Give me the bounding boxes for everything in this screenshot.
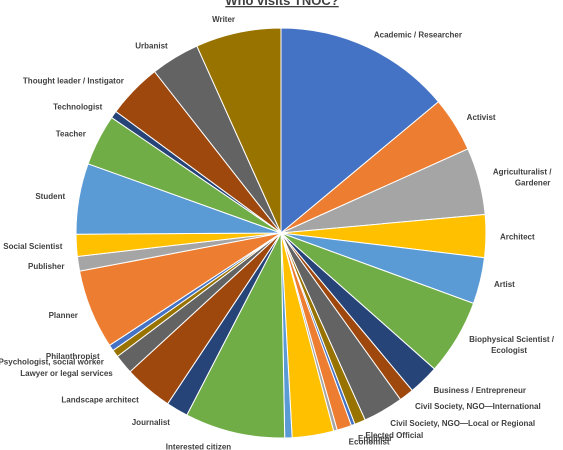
slice-label: Psychologist, social worker <box>0 358 104 367</box>
slice-label: Technologist <box>53 102 103 111</box>
slice-label: Urbanist <box>135 42 168 51</box>
slice-label: Agriculturalist / Gardener <box>493 167 552 187</box>
chart-title: Who visits TNOC? <box>225 0 338 8</box>
slice-label: Engineer <box>358 434 392 443</box>
slice-label: Landscape architect <box>61 396 139 405</box>
slice-label: Thought leader / Instigator <box>23 77 124 86</box>
pie-slice <box>196 27 282 234</box>
slice-label: Activist <box>467 113 496 122</box>
slice-label: Interested citizen <box>166 442 231 450</box>
pie-slice <box>280 27 440 235</box>
slice-label: Civil Society, NGO—International <box>415 402 541 411</box>
slice-label: Social Scientist <box>3 242 62 251</box>
slice-label: Lawyer or legal services <box>20 369 113 378</box>
slice-label: Teacher <box>56 130 86 139</box>
slice-label: Academic / Researcher <box>374 31 462 40</box>
slice-label: Civil Society, NGO—Local or Regional <box>390 419 535 428</box>
slice-label: Business / Entrepreneur <box>433 386 525 395</box>
slice-label: Journalist <box>132 418 171 427</box>
slice-label: Philanthropist <box>46 352 100 361</box>
slice-label: Biophysical Scientist / Ecologist <box>469 335 555 355</box>
pie-labels: Academic / Researcher Activist Agricultura… <box>0 15 555 450</box>
slice-label: Publisher <box>28 262 64 271</box>
slice-label: Planner <box>49 311 78 320</box>
pie-slices <box>75 27 487 439</box>
slice-label: Architect <box>500 232 535 241</box>
slice-label: Elected Official <box>365 431 423 440</box>
slice-label: Writer <box>212 15 235 24</box>
slice-label: Economist <box>349 437 390 446</box>
pie-slice <box>186 232 286 439</box>
slice-label: Student <box>35 192 65 201</box>
slice-label: Artist <box>494 280 515 289</box>
